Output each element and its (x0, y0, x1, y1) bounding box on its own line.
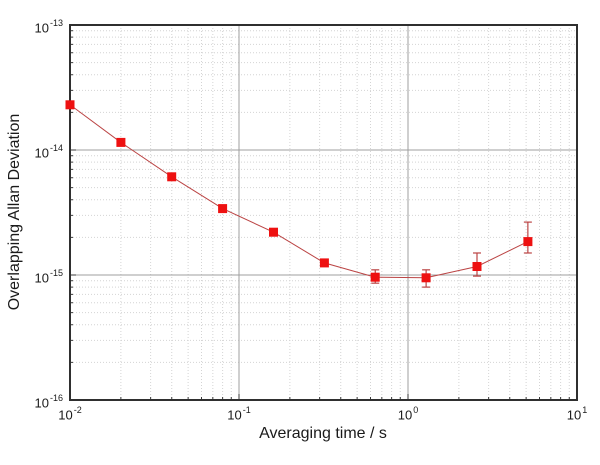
x-axis-title: Averaging time / s (259, 425, 387, 442)
data-point (370, 272, 380, 282)
grid-minor (70, 25, 577, 400)
data-point (319, 258, 329, 268)
data-point (218, 204, 228, 214)
data-point (167, 172, 177, 182)
y-tick-label: 10-14 (34, 143, 63, 161)
y-tick-label: 10-15 (34, 268, 63, 286)
x-tick-label: 100 (397, 405, 419, 423)
data-point (523, 237, 533, 247)
series-markers (65, 100, 533, 283)
grid-major (70, 25, 577, 400)
y-tick-label: 10-13 (34, 18, 63, 36)
y-tick-label: 10-16 (34, 393, 63, 411)
data-point (472, 262, 482, 271)
data-point (116, 137, 126, 147)
x-tick-label: 10-1 (227, 405, 251, 423)
series-line (69, 104, 529, 279)
plot-frame (69, 24, 578, 401)
data-point (269, 227, 278, 237)
data-point (65, 100, 75, 110)
x-tick-label: 101 (566, 405, 588, 423)
x-tick-label: 10-2 (58, 405, 82, 423)
data-point (421, 273, 431, 283)
axis-ticks (69, 24, 578, 401)
